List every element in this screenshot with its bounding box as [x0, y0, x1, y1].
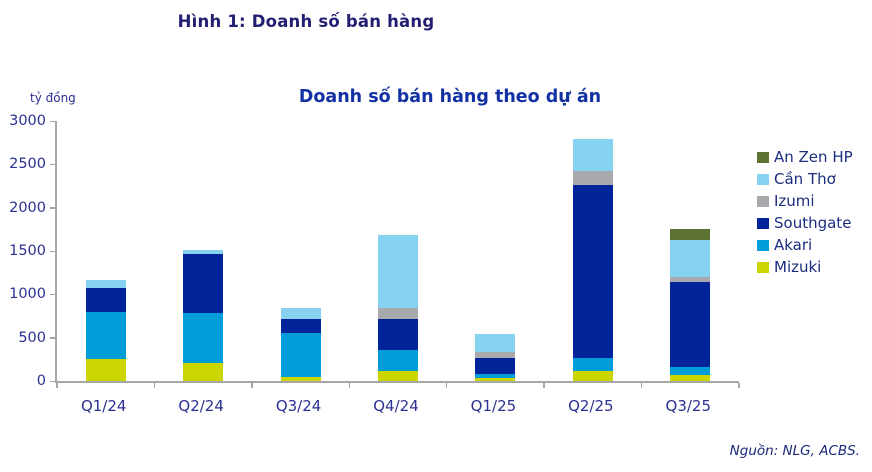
chart-title: Doanh số bán hàng theo dự án [298, 87, 602, 107]
y-axis-label: 1000 [9, 286, 46, 303]
bar-segment-southgate [572, 185, 613, 358]
bar-segment-izumi [572, 171, 613, 186]
legend-item-akari: Akari [757, 234, 853, 256]
legend-item-mizuki: Mizuki [757, 256, 853, 278]
bar-segment-cần-thơ [475, 334, 516, 353]
x-axis-label: Q2/25 [568, 397, 614, 415]
bar-segment-akari [475, 374, 516, 379]
x-tick [56, 383, 58, 388]
bar-segment-southgate [378, 319, 418, 350]
x-axis-label: Q1/24 [80, 397, 127, 415]
bar-segment-akari [280, 333, 321, 377]
bar-segment-izumi [670, 277, 711, 283]
x-tick [153, 383, 156, 388]
bar-segment-cần-thơ [85, 279, 126, 289]
bar-segment-mizuki [378, 371, 418, 381]
x-axis-label: Q1/25 [470, 397, 517, 415]
figure-title: Hình 1: Doanh số bán hàng [177, 12, 435, 31]
legend-label: Akari [774, 236, 813, 254]
x-tick [640, 383, 643, 388]
bar-segment-akari [670, 367, 711, 375]
bar-segment-mizuki [85, 359, 126, 381]
bar-segment-akari [378, 349, 418, 372]
legend-swatch-southgate [757, 217, 769, 229]
x-tick [543, 383, 545, 388]
bar-segment-akari [183, 313, 224, 363]
bar-segment-mizuki [475, 378, 516, 381]
legend-swatch-izumi [757, 195, 769, 207]
legend-label: An Zen HP [774, 148, 853, 166]
x-axis-label: Q3/25 [665, 397, 712, 415]
bar-segment-an-zen-hp [670, 229, 711, 240]
y-axis-unit-label: tỷ đồng [30, 91, 76, 105]
legend-swatch-akari [757, 239, 769, 251]
x-tick [738, 383, 740, 388]
bar-segment-cần-thơ [378, 234, 418, 309]
bar-segment-southgate [670, 282, 711, 368]
bar-segment-southgate [280, 319, 321, 334]
source-note: Nguồn: NLG, ACBS. [729, 443, 860, 459]
legend-label: Southgate [774, 214, 852, 232]
y-tick [50, 293, 55, 296]
y-tick [50, 207, 55, 209]
x-tick [251, 383, 253, 388]
bar-segment-cần-thơ [183, 250, 224, 255]
bar-segment-southgate [475, 357, 516, 375]
legend-label: Izumi [774, 192, 815, 210]
bar-segment-cần-thơ [572, 139, 613, 172]
bar-segment-izumi [475, 352, 516, 358]
y-axis-label: 2500 [9, 156, 46, 173]
bar-segment-izumi [378, 308, 418, 320]
y-tick [50, 250, 55, 252]
bar-segment-cần-thơ [670, 239, 711, 277]
legend-item-izumi: Izumi [757, 190, 853, 212]
bar-segment-mizuki [572, 371, 613, 381]
y-tick [50, 120, 55, 122]
bar-segment-mizuki [280, 376, 321, 381]
x-axis-label: Q2/24 [178, 397, 224, 415]
bar-segment-cần-thơ [280, 308, 321, 320]
bar-segment-mizuki [670, 374, 711, 381]
legend-label: Mizuki [774, 258, 822, 276]
legend-item-an-zen-hp: An Zen HP [757, 146, 853, 168]
y-tick [50, 163, 55, 166]
legend-item-southgate: Southgate [757, 212, 853, 234]
y-axis-label: 2000 [9, 199, 46, 216]
y-tick [50, 337, 55, 339]
x-axis-label: Q4/24 [373, 397, 419, 415]
bar-segment-southgate [183, 254, 224, 314]
y-axis-label: 0 [36, 373, 46, 389]
legend-swatch-an-zen-hp [757, 151, 769, 163]
bar-segment-southgate [85, 288, 126, 312]
bar-segment-akari [85, 311, 126, 360]
bar-segment-akari [572, 357, 613, 372]
legend-swatch-mizuki [757, 261, 769, 273]
x-axis-label: Q3/24 [275, 397, 322, 415]
x-tick [445, 383, 448, 388]
legend: An Zen HP Cần Thơ Izumi Southgate Akari Mizuk… [757, 146, 853, 278]
legend-label: Cần Thơ [774, 170, 836, 188]
bar-segment-mizuki [183, 362, 224, 381]
legend-item-cần-thơ: Cần Thơ [757, 168, 853, 190]
plot-area [50, 120, 740, 388]
x-tick [348, 383, 351, 388]
y-axis-label: 3000 [9, 113, 46, 129]
legend-swatch-cần-thơ [757, 173, 769, 185]
y-axis-label: 1500 [9, 243, 46, 259]
y-tick [50, 380, 55, 382]
y-axis-label: 500 [18, 329, 46, 346]
